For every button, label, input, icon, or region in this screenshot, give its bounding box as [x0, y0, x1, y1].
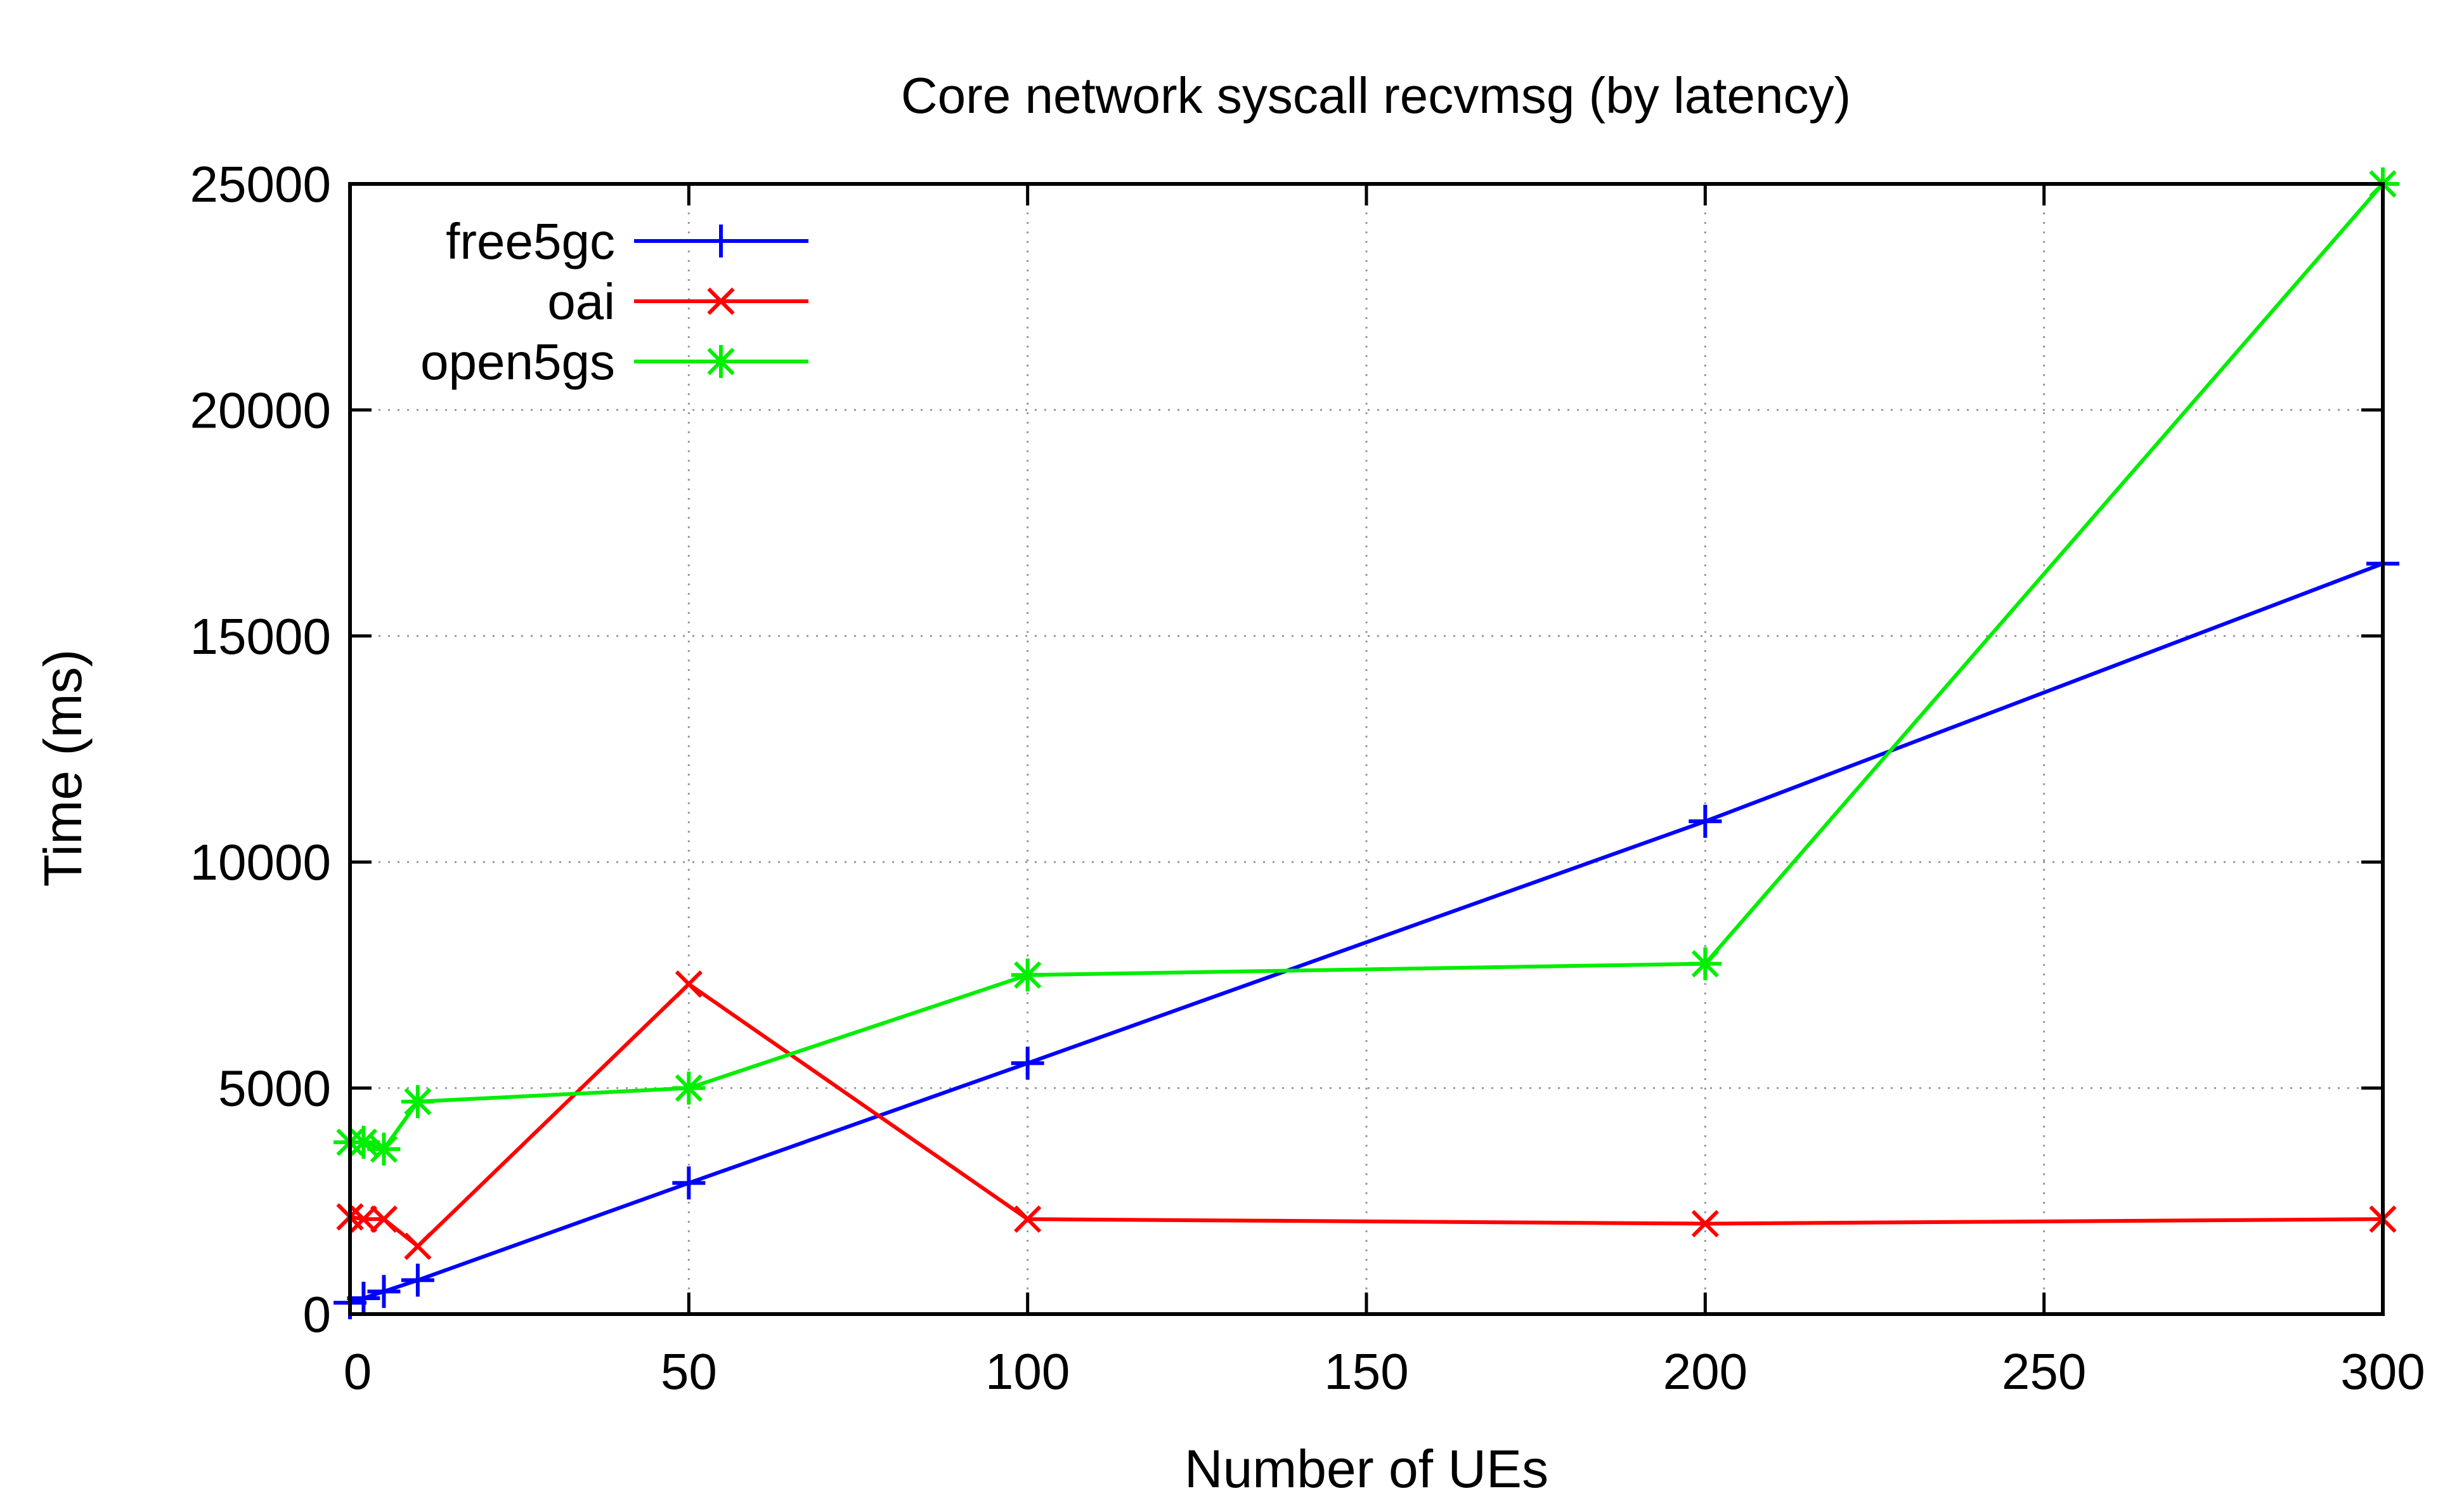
marker-stroke [1691, 949, 1719, 978]
data-point-oai [1691, 1209, 1719, 1238]
x-tick-label: 150 [1324, 1343, 1408, 1400]
x-tick-label: 250 [2002, 1343, 2086, 1400]
data-point-open5gs [1689, 947, 1722, 980]
data-point-open5gs [672, 1071, 706, 1105]
legend-marker [704, 345, 737, 378]
marker-stroke [707, 287, 735, 315]
x-tick-label: 200 [1663, 1343, 1747, 1400]
y-tick-label: 25000 [190, 156, 331, 212]
data-point-oai [370, 1205, 398, 1233]
legend-label: oai [547, 273, 615, 330]
data-point-free5gc [1689, 805, 1722, 838]
legend-entry-free5gc: free5gc [446, 213, 808, 270]
gridlines [350, 184, 2383, 1314]
marker-stroke [349, 1205, 377, 1233]
marker-stroke [707, 348, 735, 375]
legend-entry-open5gs: open5gs [420, 334, 808, 390]
marker-stroke [370, 1135, 398, 1163]
chart-title: Core network syscall recvmsg (by latency… [901, 67, 1851, 124]
axis-ticks: 0 50 100 150 200 250 300 0 5000 10000 15000 20000 25… [190, 156, 2425, 1400]
marker-stroke [404, 1232, 432, 1260]
marker-stroke [675, 970, 703, 998]
y-tick-label: 10000 [190, 834, 331, 890]
marker-stroke [370, 1205, 398, 1233]
data-point-free5gc [1011, 1046, 1044, 1080]
data-point-oai [1014, 1205, 1042, 1233]
x-tick-label: 50 [661, 1343, 717, 1400]
marker-stroke [1014, 1205, 1042, 1233]
legend-label: free5gc [446, 213, 615, 270]
series-layer [334, 167, 2399, 1320]
series-open5gs [334, 167, 2399, 1166]
data-point-free5gc [367, 1275, 401, 1308]
data-point-free5gc [401, 1263, 434, 1297]
legend-marker [704, 225, 737, 257]
series-oai [336, 970, 2397, 1260]
data-point-open5gs [1011, 958, 1044, 992]
marker-stroke [675, 1074, 703, 1102]
data-point-free5gc [347, 1282, 380, 1315]
y-axis-label: Time (ms) [33, 649, 93, 887]
data-point-free5gc [672, 1166, 706, 1200]
data-point-open5gs [367, 1132, 401, 1166]
data-point-oai [404, 1232, 432, 1260]
data-point-oai [349, 1205, 377, 1233]
data-point-open5gs [401, 1084, 434, 1118]
marker-stroke [404, 1088, 432, 1116]
series-line-oai [349, 982, 2383, 1249]
y-tick-label: 15000 [190, 608, 331, 665]
x-tick-label: 0 [344, 1343, 372, 1400]
y-tick-label: 5000 [218, 1060, 331, 1117]
y-tick-label: 0 [303, 1286, 332, 1343]
marker-stroke [1014, 961, 1042, 989]
data-point-oai [675, 970, 703, 998]
legend-entry-oai: oai [547, 273, 808, 330]
x-axis-label: Number of UEs [1184, 1439, 1548, 1498]
x-tick-label: 100 [985, 1343, 1070, 1400]
marker-stroke [349, 1128, 377, 1156]
marker-stroke [1691, 1209, 1719, 1238]
legend-marker [707, 287, 735, 315]
legend-label: open5gs [420, 334, 615, 390]
x-tick-label: 300 [2340, 1343, 2425, 1400]
y-tick-label: 20000 [190, 382, 331, 438]
